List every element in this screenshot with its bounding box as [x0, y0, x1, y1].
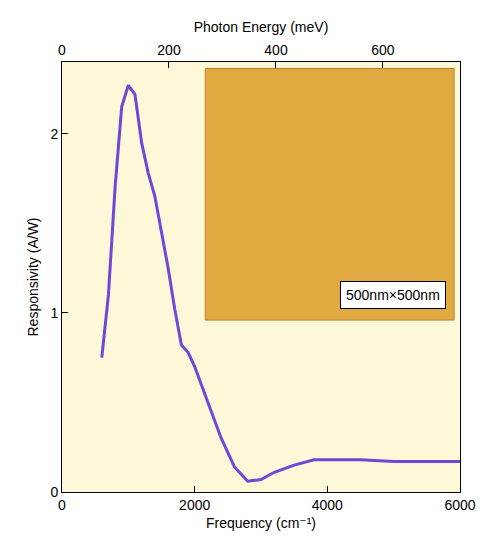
- svg-text:4000: 4000: [312, 497, 343, 513]
- svg-text:200: 200: [157, 42, 181, 58]
- svg-text:400: 400: [264, 42, 288, 58]
- svg-text:0: 0: [58, 42, 66, 58]
- svg-text:500nm×500nm: 500nm×500nm: [346, 287, 440, 303]
- svg-text:2: 2: [50, 126, 58, 142]
- svg-text:600: 600: [371, 42, 395, 58]
- svg-text:Photon Energy (meV): Photon Energy (meV): [194, 19, 329, 35]
- svg-text:0: 0: [50, 484, 58, 500]
- svg-text:0: 0: [58, 497, 66, 513]
- svg-text:Frequency (cm⁻¹): Frequency (cm⁻¹): [206, 515, 316, 531]
- svg-text:6000: 6000: [444, 497, 475, 513]
- svg-text:1: 1: [50, 305, 58, 321]
- svg-text:2000: 2000: [179, 497, 210, 513]
- svg-text:Responsivity (A/W): Responsivity (A/W): [25, 217, 41, 336]
